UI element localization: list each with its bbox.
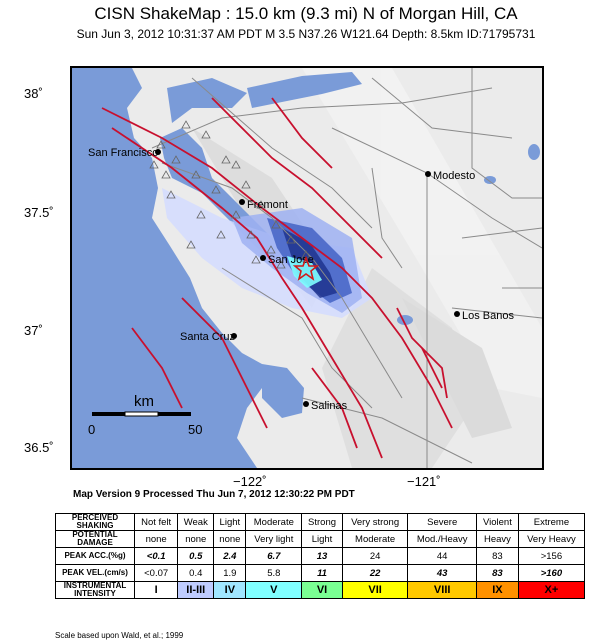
lon-label-122: −122˚ bbox=[233, 474, 267, 489]
legend-row-vel: PEAK VEL.(cm/s) <0.07 0.4 1.9 5.8 11 22 … bbox=[55, 564, 586, 582]
city-dot-salinas bbox=[303, 401, 309, 407]
city-dot-san-jose bbox=[260, 255, 266, 261]
scale-unit: km bbox=[134, 393, 154, 410]
legend-cell: Light bbox=[213, 513, 247, 531]
city-dot-san-francisco bbox=[155, 149, 161, 155]
lon-label-121: −121˚ bbox=[407, 474, 441, 489]
legend-cell: <0.07 bbox=[133, 564, 179, 582]
lat-label-38: 38˚ bbox=[24, 86, 43, 101]
reservoir bbox=[484, 176, 496, 184]
legend-row-label: PEAK ACC.(%g) bbox=[55, 547, 135, 565]
legend-cell: Moderate bbox=[245, 513, 303, 531]
legend-cell: Extreme bbox=[517, 513, 586, 531]
version-note: Map Version 9 Processed Thu Jun 7, 2012 … bbox=[73, 489, 355, 500]
scale-bar: km 0 50 bbox=[88, 393, 202, 437]
city-dot-los-banos bbox=[454, 311, 460, 317]
legend-cell: 1.9 bbox=[213, 564, 247, 582]
map-svg: San Francisco Fremont San Jose Modesto L… bbox=[72, 68, 542, 468]
legend-row-acc: PEAK ACC.(%g) <0.1 0.5 2.4 6.7 13 24 44 … bbox=[55, 547, 586, 565]
legend-cell: 83 bbox=[476, 547, 519, 565]
scale-note: Scale based upon Wald, et al.; 1999 bbox=[55, 631, 184, 640]
legend-cell: Not felt bbox=[133, 513, 179, 531]
legend-cell: 44 bbox=[407, 547, 478, 565]
scale-start: 0 bbox=[88, 422, 95, 437]
legend-cell: Very Heavy bbox=[517, 530, 586, 548]
shakemap-area[interactable]: San Francisco Fremont San Jose Modesto L… bbox=[70, 66, 544, 470]
city-label-los-banos: Los Banos bbox=[462, 310, 514, 322]
legend-cell: Moderate bbox=[341, 530, 409, 548]
lat-label-36-5: 36.5˚ bbox=[24, 440, 54, 455]
legend-cell: none bbox=[213, 530, 247, 548]
legend-cell: Heavy bbox=[476, 530, 519, 548]
legend-cell: none bbox=[177, 530, 215, 548]
intensity-cell: VII bbox=[341, 581, 409, 599]
scale-end: 50 bbox=[188, 422, 202, 437]
intensity-cell: VI bbox=[301, 581, 343, 599]
legend-cell: 13 bbox=[301, 547, 343, 565]
legend-cell: Weak bbox=[177, 513, 215, 531]
city-label-salinas: Salinas bbox=[311, 400, 348, 412]
monterey-bay bbox=[262, 364, 304, 418]
city-label-santa-cruz: Santa Cruz bbox=[180, 331, 235, 343]
lat-label-37: 37˚ bbox=[24, 323, 43, 338]
legend-cell: Severe bbox=[407, 513, 478, 531]
lat-label-37-5: 37.5˚ bbox=[24, 205, 54, 220]
intensity-cell: I bbox=[133, 581, 179, 599]
event-info: Sun Jun 3, 2012 10:31:37 AM PDT M 3.5 N3… bbox=[76, 27, 536, 41]
legend-cell: 0.5 bbox=[177, 547, 215, 565]
intensity-cell: IV bbox=[213, 581, 247, 599]
legend-cell: 83 bbox=[476, 564, 519, 582]
legend-cell: <0.1 bbox=[133, 547, 179, 565]
legend-cell: Very light bbox=[245, 530, 303, 548]
legend-cell: Light bbox=[301, 530, 343, 548]
faults bbox=[101, 97, 453, 459]
legend-cell: Mod./Heavy bbox=[407, 530, 478, 548]
map-title: CISN ShakeMap : 15.0 km (9.3 mi) N of Mo… bbox=[94, 4, 518, 23]
legend-cell: Very strong bbox=[341, 513, 409, 531]
delta bbox=[247, 72, 362, 108]
city-dot-modesto bbox=[425, 171, 431, 177]
roads bbox=[151, 68, 542, 468]
legend-row-intensity: INSTRUMENTAL INTENSITY I II-III IV V VI … bbox=[55, 581, 586, 599]
legend-cell: 6.7 bbox=[245, 547, 303, 565]
legend-row-shaking: PERCEIVED SHAKING Not felt Weak Light Mo… bbox=[55, 513, 586, 531]
intensity-cell: VIII bbox=[407, 581, 478, 599]
legend-cell: 24 bbox=[341, 547, 409, 565]
intensity-cell: X+ bbox=[517, 581, 586, 599]
city-label-san-jose: San Jose bbox=[268, 254, 314, 266]
legend-cell: Violent bbox=[476, 513, 519, 531]
intensity-legend: PERCEIVED SHAKING Not felt Weak Light Mo… bbox=[55, 513, 586, 599]
legend-row-label: INSTRUMENTAL INTENSITY bbox=[55, 581, 135, 599]
epicenter-star-icon[interactable] bbox=[292, 255, 320, 281]
reservoir bbox=[528, 144, 540, 160]
legend-row-damage: POTENTIAL DAMAGE none none none Very lig… bbox=[55, 530, 586, 548]
city-label-san-francisco: San Francisco bbox=[88, 147, 158, 159]
legend-row-label: PERCEIVED SHAKING bbox=[55, 513, 135, 531]
legend-cell: 0.4 bbox=[177, 564, 215, 582]
intensity-cell: IX bbox=[476, 581, 519, 599]
legend-cell: 22 bbox=[341, 564, 409, 582]
city-dot-santa-cruz bbox=[231, 333, 237, 339]
city-dot-fremont bbox=[239, 199, 245, 205]
legend-cell: 11 bbox=[301, 564, 343, 582]
legend-cell: 5.8 bbox=[245, 564, 303, 582]
legend-cell: 43 bbox=[407, 564, 478, 582]
legend-row-label: POTENTIAL DAMAGE bbox=[55, 530, 135, 548]
legend-cell: >156 bbox=[517, 547, 586, 565]
cities: San Francisco Fremont San Jose Modesto L… bbox=[88, 147, 514, 412]
san-pablo-bay bbox=[167, 78, 247, 123]
legend-cell: 2.4 bbox=[213, 547, 247, 565]
legend-cell: none bbox=[133, 530, 179, 548]
ocean bbox=[72, 68, 262, 468]
legend-cell: Strong bbox=[301, 513, 343, 531]
city-label-modesto: Modesto bbox=[433, 170, 475, 182]
legend-cell: >160 bbox=[517, 564, 586, 582]
legend-row-label: PEAK VEL.(cm/s) bbox=[55, 564, 135, 582]
intensity-cell: II-III bbox=[177, 581, 215, 599]
city-label-fremont: Fremont bbox=[247, 199, 288, 211]
intensity-cell: V bbox=[245, 581, 303, 599]
